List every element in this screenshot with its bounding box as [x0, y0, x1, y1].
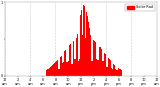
Legend: Solar Rad: Solar Rad [125, 4, 155, 11]
